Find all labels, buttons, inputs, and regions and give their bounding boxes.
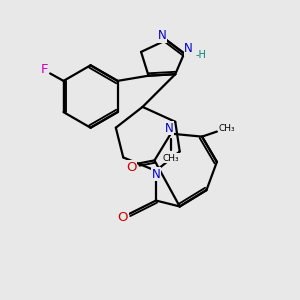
- Text: N: N: [184, 42, 193, 56]
- Text: O: O: [126, 161, 136, 174]
- Text: O: O: [117, 211, 128, 224]
- Text: CH₃: CH₃: [218, 124, 235, 133]
- Text: N: N: [165, 122, 174, 135]
- Text: N: N: [152, 168, 160, 181]
- Text: N: N: [158, 29, 166, 42]
- Text: -H: -H: [195, 50, 206, 60]
- Text: CH₃: CH₃: [163, 154, 179, 163]
- Text: F: F: [40, 62, 48, 76]
